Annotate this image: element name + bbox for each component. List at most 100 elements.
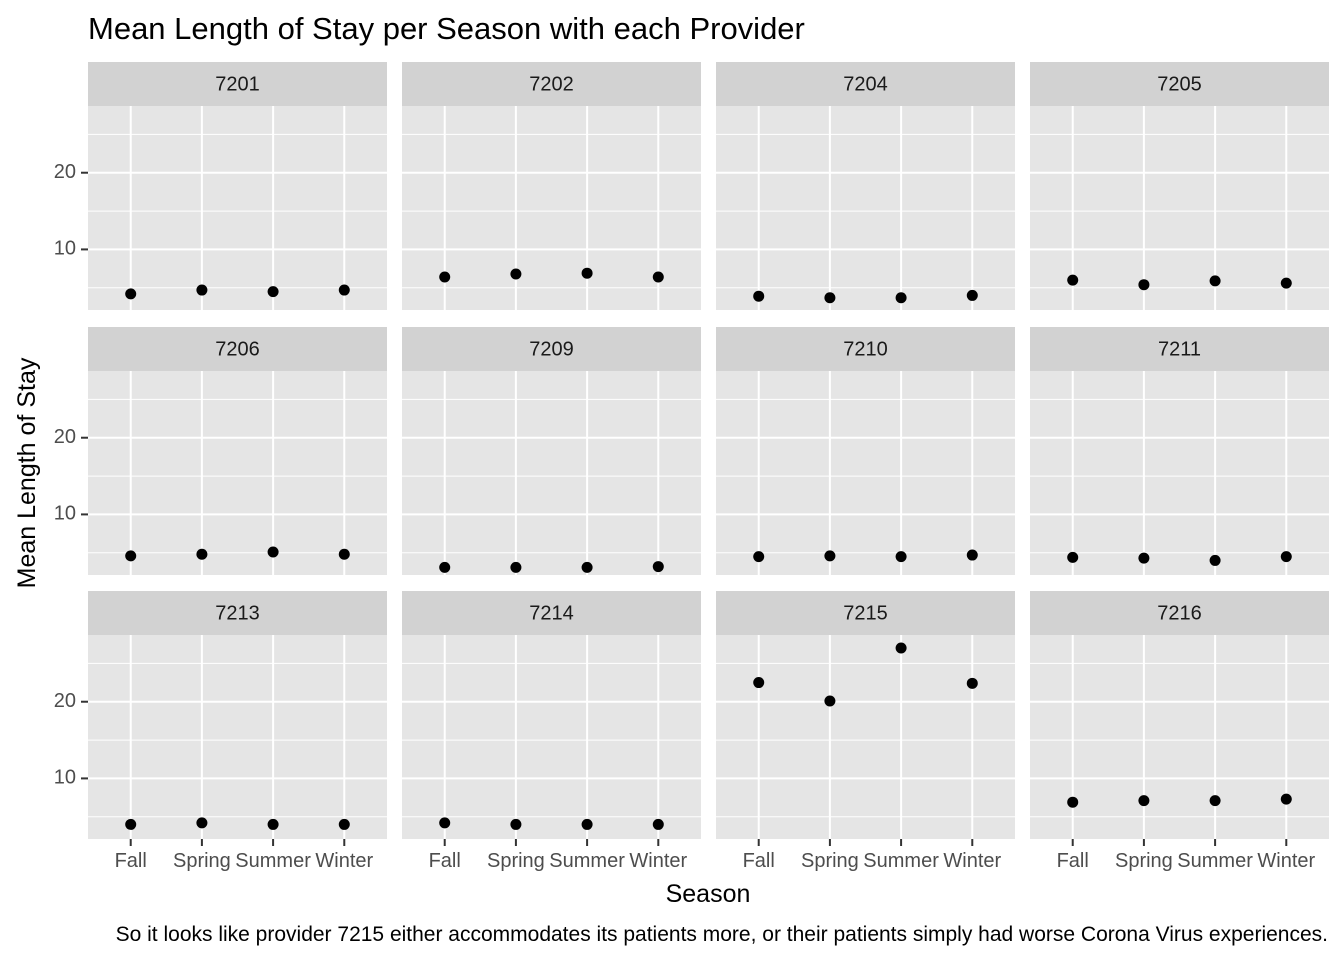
facet-strip-label: 7205 xyxy=(1157,73,1202,95)
data-point-7210-summer xyxy=(895,551,907,563)
data-point-7211-spring xyxy=(1138,552,1150,564)
facet-panel-7211: 7211 xyxy=(1030,327,1329,575)
x-tick-label-spring: Spring xyxy=(173,850,231,872)
facet-panel-7206: 7206 10 20 xyxy=(54,327,387,575)
data-point-7202-winter xyxy=(652,271,664,283)
facet-panel-7205: 7205 xyxy=(1030,62,1329,310)
facet-strip-label: 7214 xyxy=(529,602,574,624)
data-point-7216-winter xyxy=(1280,793,1292,805)
data-point-7211-winter xyxy=(1280,551,1292,563)
facet-strip-label: 7202 xyxy=(529,73,574,95)
facet-strip xyxy=(402,327,701,371)
data-point-7215-spring xyxy=(824,695,836,707)
x-tick-label-spring: Spring xyxy=(801,850,859,872)
data-point-7215-winter xyxy=(966,677,978,689)
facet-strip xyxy=(716,327,1015,371)
data-point-7204-spring xyxy=(824,292,836,304)
data-point-7206-summer xyxy=(267,546,279,558)
data-point-7206-fall xyxy=(125,550,137,562)
chart-title: Mean Length of Stay per Season with each… xyxy=(88,11,805,46)
facet-strip xyxy=(402,591,701,635)
x-tick-label-winter: Winter xyxy=(1257,850,1315,872)
data-point-7202-spring xyxy=(510,268,522,280)
facet-strip-label: 7216 xyxy=(1157,602,1202,624)
panel-background xyxy=(716,371,1015,575)
facet-panel-7216: 7216 Fall Spring Summer Winter xyxy=(1030,591,1329,872)
facet-strip xyxy=(716,591,1015,635)
y-tick-label: 20 xyxy=(54,690,76,712)
facet-strip-label: 7215 xyxy=(843,602,888,624)
x-tick-label-summer: Summer xyxy=(549,850,625,872)
data-point-7204-summer xyxy=(895,292,907,304)
facet-panels: 7201 10 20 7202 7204 7205 7206 10 20 7209 7210 7211… xyxy=(54,62,1329,872)
data-point-7201-winter xyxy=(338,284,350,296)
x-tick-label-fall: Fall xyxy=(743,850,775,872)
x-tick-label-summer: Summer xyxy=(235,850,311,872)
facet-strip-label: 7201 xyxy=(215,73,260,95)
panel-background xyxy=(88,106,387,310)
y-axis-title: Mean Length of Stay xyxy=(13,357,41,588)
facet-strip xyxy=(1030,62,1329,106)
facet-strip xyxy=(1030,591,1329,635)
data-point-7210-spring xyxy=(824,550,836,562)
chart-caption: So it looks like provider 7215 either ac… xyxy=(116,923,1328,946)
facet-panel-7201: 7201 10 20 xyxy=(54,62,387,310)
data-point-7204-fall xyxy=(753,290,765,302)
y-tick-label: 20 xyxy=(54,426,76,448)
x-tick-label-spring: Spring xyxy=(487,850,545,872)
facet-strip xyxy=(402,62,701,106)
x-tick-label-fall: Fall xyxy=(115,850,147,872)
data-point-7216-spring xyxy=(1138,795,1150,807)
data-point-7201-fall xyxy=(125,288,137,300)
data-point-7202-summer xyxy=(581,267,593,279)
y-tick-label: 10 xyxy=(54,767,76,789)
facet-strip xyxy=(88,591,387,635)
panel-background xyxy=(88,371,387,575)
x-tick-label-winter: Winter xyxy=(629,850,687,872)
x-tick-label-summer: Summer xyxy=(1177,850,1253,872)
data-point-7205-spring xyxy=(1138,279,1150,291)
data-point-7209-fall xyxy=(439,561,451,573)
y-tick-label: 10 xyxy=(54,503,76,525)
data-point-7206-spring xyxy=(196,548,208,560)
facet-strip xyxy=(716,62,1015,106)
facet-strip-label: 7213 xyxy=(215,602,260,624)
data-point-7213-spring xyxy=(196,817,208,829)
data-point-7213-fall xyxy=(125,818,137,830)
data-point-7216-fall xyxy=(1067,796,1079,808)
x-tick-label-spring: Spring xyxy=(1115,850,1173,872)
facet-panel-7202: 7202 xyxy=(402,62,701,310)
facet-panel-7214: 7214 Fall Spring Summer Winter xyxy=(402,591,701,872)
y-tick-label: 10 xyxy=(54,238,76,260)
data-point-7213-summer xyxy=(267,818,279,830)
x-tick-label-fall: Fall xyxy=(429,850,461,872)
facet-panel-7204: 7204 xyxy=(716,62,1015,310)
panel-background xyxy=(402,635,701,839)
data-point-7215-fall xyxy=(753,677,765,689)
panel-background xyxy=(1030,371,1329,575)
panel-background xyxy=(402,106,701,310)
facet-strip-label: 7210 xyxy=(843,338,888,360)
data-point-7210-fall xyxy=(753,551,765,563)
facet-strip xyxy=(1030,327,1329,371)
facet-strip-label: 7204 xyxy=(843,73,888,95)
x-tick-label-winter: Winter xyxy=(315,850,373,872)
data-point-7213-winter xyxy=(338,818,350,830)
facet-strip xyxy=(88,62,387,106)
panel-background xyxy=(1030,635,1329,839)
x-tick-label-fall: Fall xyxy=(1057,850,1089,872)
facet-strip-label: 7211 xyxy=(1158,338,1201,360)
data-point-7206-winter xyxy=(338,548,350,560)
data-point-7214-winter xyxy=(652,818,664,830)
data-point-7214-summer xyxy=(581,818,593,830)
data-point-7209-spring xyxy=(510,561,522,573)
facet-strip-label: 7206 xyxy=(215,338,260,360)
panel-background xyxy=(1030,106,1329,310)
data-point-7209-winter xyxy=(652,561,664,573)
data-point-7202-fall xyxy=(439,271,451,283)
panel-background xyxy=(88,635,387,839)
facet-strip xyxy=(88,327,387,371)
panel-background xyxy=(402,371,701,575)
data-point-7211-summer xyxy=(1209,554,1221,566)
